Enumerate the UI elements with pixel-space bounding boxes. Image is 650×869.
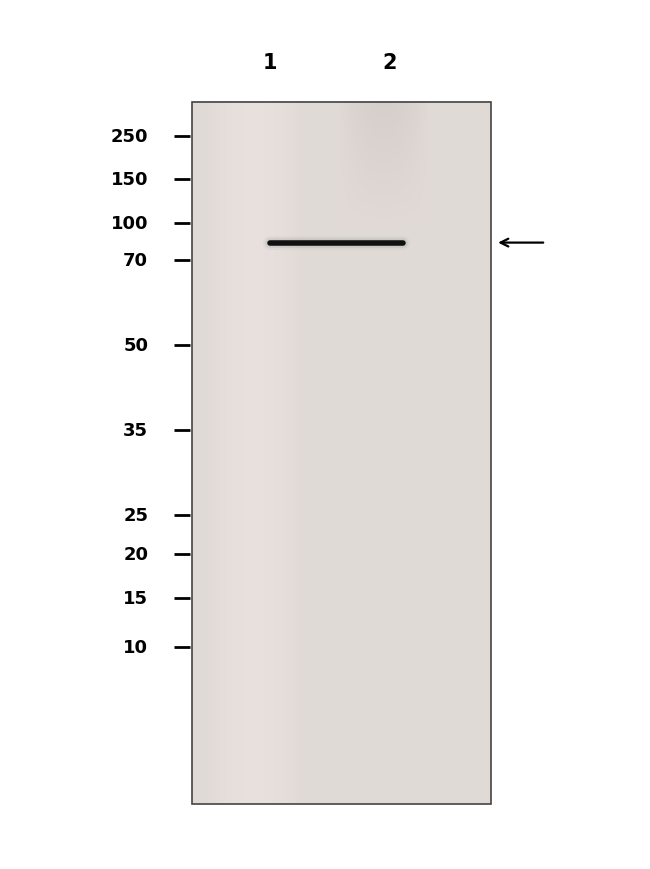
Text: 150: 150 bbox=[111, 171, 148, 189]
Text: 25: 25 bbox=[124, 507, 148, 524]
Bar bbox=[192, 103, 491, 804]
Text: 50: 50 bbox=[124, 337, 148, 355]
Text: 15: 15 bbox=[124, 589, 148, 607]
Text: 2: 2 bbox=[383, 53, 397, 72]
Text: 250: 250 bbox=[111, 129, 148, 146]
Text: 10: 10 bbox=[124, 639, 148, 656]
Text: 1: 1 bbox=[263, 53, 277, 72]
Text: 100: 100 bbox=[111, 216, 148, 233]
Text: 35: 35 bbox=[124, 421, 148, 439]
Text: 20: 20 bbox=[124, 546, 148, 563]
Text: 70: 70 bbox=[124, 252, 148, 269]
